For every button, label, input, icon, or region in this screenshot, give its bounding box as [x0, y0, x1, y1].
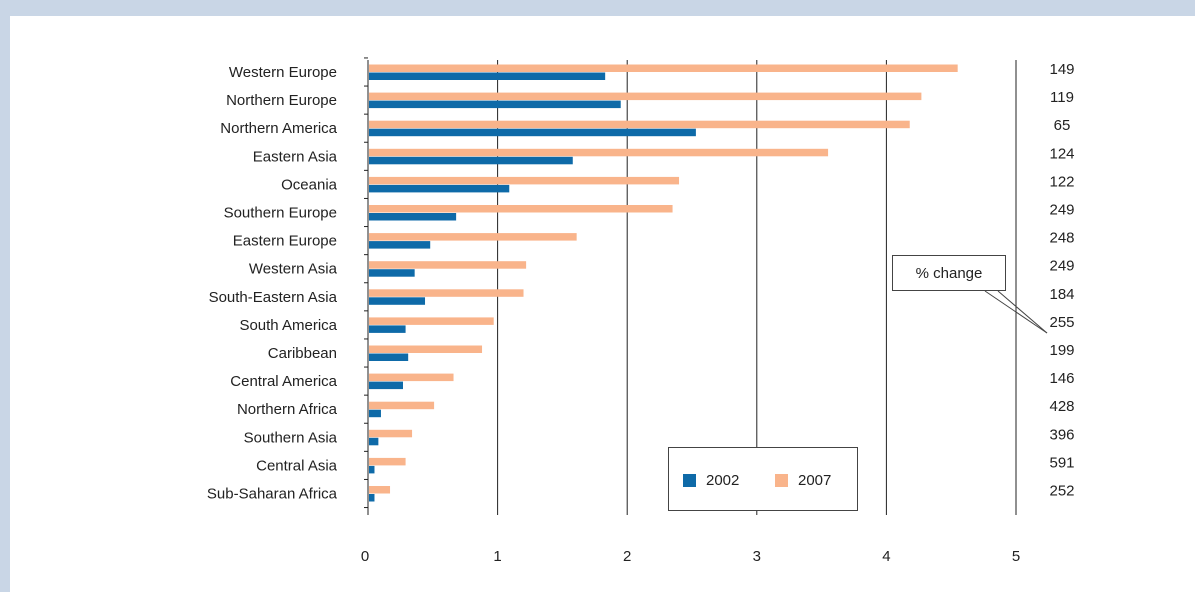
- category-label: South-Eastern Asia: [209, 289, 338, 306]
- category-label: Southern Asia: [244, 429, 338, 446]
- category-label: Southern Europe: [224, 205, 337, 222]
- pct-change-value: 591: [1049, 454, 1074, 471]
- bar-2002: [369, 381, 403, 390]
- bar-2002: [369, 100, 621, 109]
- pct-change-value: 124: [1049, 145, 1074, 162]
- bar-2002: [369, 184, 510, 193]
- bar-2007: [369, 317, 494, 325]
- pct-change-value: 249: [1049, 258, 1074, 275]
- bar-2007: [369, 92, 922, 101]
- legend-swatch-2007: [775, 474, 788, 487]
- pct-change-value: 255: [1049, 314, 1074, 331]
- category-label: Western Asia: [249, 261, 338, 278]
- pct-change-value: 149: [1049, 61, 1074, 78]
- bar-2002: [369, 269, 415, 277]
- bar-2002: [369, 409, 381, 418]
- bar-2007: [369, 205, 673, 213]
- bar-2002: [369, 241, 431, 249]
- pct-change-value: 249: [1049, 202, 1074, 219]
- bar-2007: [369, 401, 435, 410]
- bar-2002: [369, 128, 696, 137]
- category-label: Northern Europe: [226, 92, 337, 109]
- bar-2002: [369, 72, 606, 80]
- x-tick-label: 1: [493, 548, 501, 565]
- pct-change-value: 122: [1049, 173, 1074, 190]
- bar-2002: [369, 437, 379, 446]
- bar-2002: [369, 297, 426, 305]
- bar-2007: [369, 345, 483, 353]
- pct-change-value: 428: [1049, 398, 1074, 415]
- pct-change-value: 252: [1049, 483, 1074, 500]
- bar-2007: [369, 261, 527, 269]
- category-label: Sub-Saharan Africa: [207, 486, 338, 503]
- category-label: Northern America: [220, 120, 337, 137]
- pct-change-value: 184: [1049, 286, 1074, 303]
- category-label: Oceania: [281, 176, 338, 193]
- pct-change-value: 146: [1049, 370, 1074, 387]
- bar-2007: [369, 148, 829, 157]
- bar-2007: [369, 176, 680, 185]
- bar-2007: [369, 486, 391, 494]
- bar-2007: [369, 289, 524, 297]
- category-label: Eastern Europe: [233, 233, 337, 250]
- pct-change-callout: % change: [892, 255, 1006, 291]
- legend-item-2002: 2002: [683, 472, 739, 489]
- x-tick-label: 2: [623, 548, 631, 565]
- x-tick-label: 3: [753, 548, 761, 565]
- legend-item-2007: 2007: [775, 472, 831, 489]
- bar-2002: [369, 213, 457, 221]
- legend-swatch-2002: [683, 474, 696, 487]
- bar-2007: [369, 233, 577, 241]
- bar-2002: [369, 465, 375, 474]
- bar-2002: [369, 325, 406, 333]
- bar-2007: [369, 64, 958, 72]
- pct-change-value: 199: [1049, 342, 1074, 359]
- chart-legend: 2002 2007: [668, 447, 858, 511]
- category-label: South America: [239, 317, 337, 334]
- bar-2007: [369, 373, 454, 382]
- bar-2002: [369, 156, 573, 165]
- chart-panel: 0 1 2 3 4 5 Western Europe 149 Northern Europe 11…: [10, 16, 1195, 592]
- bar-2002: [369, 353, 409, 361]
- bar-2007: [369, 457, 406, 466]
- category-label: Northern Africa: [237, 401, 338, 418]
- category-label: Central America: [230, 373, 337, 390]
- bar-2007: [369, 429, 413, 438]
- category-label: Western Europe: [229, 64, 337, 81]
- callout-pointer: [984, 290, 1048, 334]
- x-tick-label: 0: [361, 548, 369, 565]
- bar-2002: [369, 494, 375, 502]
- bar-chart: 0 1 2 3 4 5 Western Europe 149 Northern Europe 11…: [207, 57, 1075, 565]
- pct-change-value: 65: [1054, 117, 1071, 134]
- bar-2007: [369, 120, 910, 129]
- callout-pointer: [997, 290, 1048, 334]
- x-tick-label: 4: [882, 548, 890, 565]
- pct-change-value: 248: [1049, 230, 1074, 247]
- x-tick-label: 5: [1012, 548, 1020, 565]
- category-label: Eastern Asia: [253, 148, 338, 165]
- legend-label-2002: 2002: [706, 472, 740, 489]
- pct-change-value: 119: [1050, 89, 1074, 106]
- category-label: Central Asia: [256, 457, 338, 474]
- category-label: Caribbean: [268, 345, 337, 362]
- legend-label-2007: 2007: [798, 472, 832, 489]
- pct-change-value: 396: [1049, 426, 1074, 443]
